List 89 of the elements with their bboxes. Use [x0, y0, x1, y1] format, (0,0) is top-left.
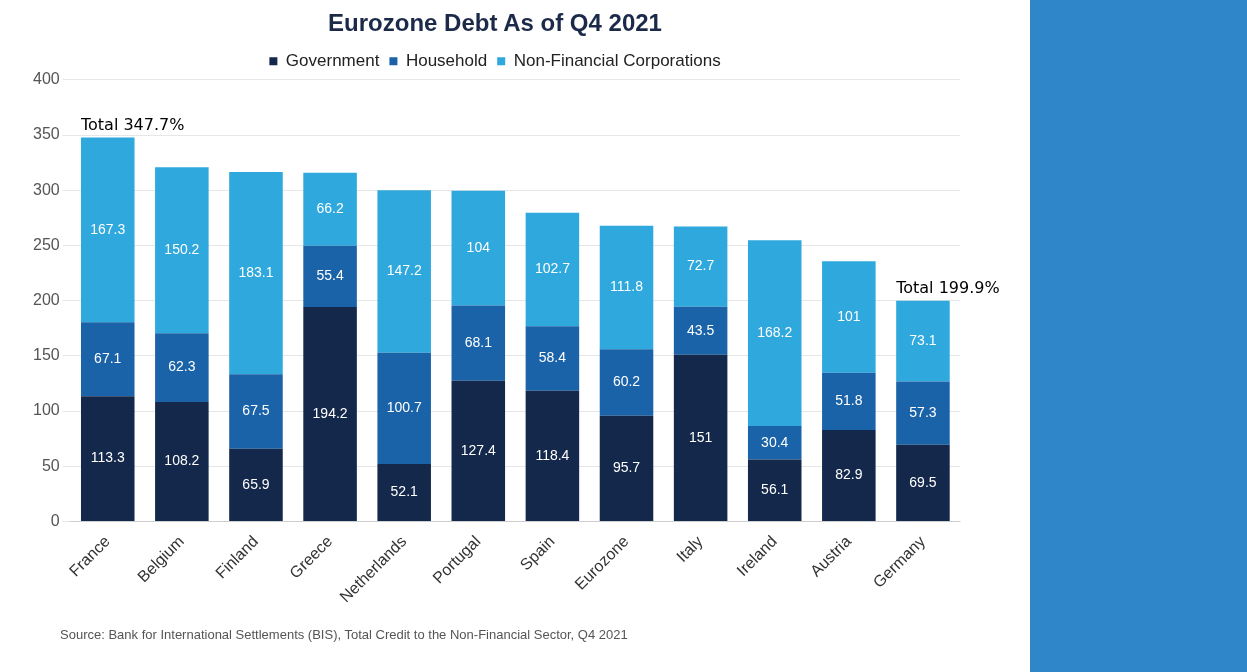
bar: [155, 401, 209, 521]
data-label: 68.1: [464, 334, 493, 351]
bar: [822, 429, 876, 521]
bar: [673, 226, 728, 307]
data-label: 58.4: [538, 349, 567, 366]
bar: [673, 354, 728, 521]
bar: [451, 190, 506, 306]
data-label: 167.3: [90, 220, 126, 237]
bar: [229, 374, 283, 449]
data-label: 183.1: [238, 263, 274, 280]
bar: [747, 240, 802, 426]
bar: [747, 459, 802, 521]
data-label: 150.2: [164, 241, 200, 258]
bar: [451, 380, 506, 521]
data-label: 67.1: [94, 350, 122, 367]
data-label: 147.2: [386, 262, 422, 279]
bar: [525, 326, 580, 391]
legend-label: Government: [285, 50, 380, 70]
bar: [451, 305, 506, 381]
bar: [377, 190, 431, 353]
legend-label: Household: [405, 50, 488, 70]
data-label: 51.8: [835, 392, 863, 409]
bar: [525, 212, 580, 327]
bar: [673, 306, 728, 355]
x-tick-label: Italy: [673, 532, 706, 566]
data-label: 118.4: [535, 446, 570, 463]
data-label: 30.4: [761, 433, 789, 450]
data-label: 101: [837, 307, 861, 324]
data-label: 100.7: [386, 399, 422, 416]
bar: [896, 444, 950, 521]
data-label: 73.1: [909, 331, 937, 348]
y-tick-label: 50: [41, 456, 60, 474]
bar: [822, 372, 876, 430]
data-label: 127.4: [460, 441, 497, 458]
data-label: 111.8: [610, 278, 644, 295]
bar: [747, 425, 802, 460]
data-label: 52.1: [390, 483, 419, 500]
data-label: 72.7: [686, 257, 715, 274]
bar: [229, 171, 283, 375]
data-label: 82.9: [835, 466, 863, 483]
data-label: 102.7: [534, 260, 571, 277]
y-tick-label: 400: [32, 70, 60, 88]
legend-label: Non-Financial Corporations: [513, 50, 721, 70]
bar: [896, 300, 950, 382]
bar: [80, 396, 135, 521]
data-label: 65.9: [242, 475, 270, 492]
data-label: 108.2: [164, 452, 200, 469]
bar: [599, 349, 654, 416]
y-tick-label: 350: [32, 125, 60, 143]
bar: [229, 448, 283, 521]
bar: [896, 381, 950, 445]
bar: [155, 167, 209, 334]
bar: [599, 225, 654, 350]
y-tick-label: 100: [32, 401, 60, 419]
bar: [303, 172, 357, 246]
bar: [599, 415, 654, 521]
bar: [80, 137, 135, 323]
annotation: Total 347.7%: [79, 114, 185, 134]
data-label: 43.5: [686, 321, 715, 338]
data-label: 95.7: [612, 459, 641, 476]
data-label: 151: [688, 428, 713, 445]
data-label: 57.3: [909, 403, 937, 420]
data-label: 168.2: [757, 323, 793, 340]
data-label: 67.5: [242, 402, 270, 419]
data-label: 113.3: [90, 449, 125, 466]
chart-title: Eurozone Debt As of Q4 2021: [328, 9, 662, 37]
data-label: 66.2: [316, 200, 344, 217]
bar: [525, 390, 580, 521]
data-label: 56.1: [761, 481, 789, 498]
annotation: Total 199.9%: [895, 277, 1000, 297]
data-label: 104: [466, 239, 491, 256]
y-tick-label: 250: [32, 235, 60, 253]
bar: [80, 322, 135, 397]
data-label: 194.2: [312, 404, 348, 421]
y-tick-label: 200: [32, 291, 60, 309]
bar: [377, 463, 431, 521]
bar: [303, 307, 357, 521]
data-label: 60.2: [612, 373, 641, 390]
bar: [377, 352, 431, 464]
bar: [303, 245, 357, 308]
data-label: 55.4: [316, 267, 344, 284]
source-note: Source: Bank for International Settlements (BIS), Total Credit to the Non-Financial Sector, Q4 2021: [60, 627, 628, 642]
bar: [822, 261, 876, 373]
y-tick-label: 0: [50, 511, 60, 529]
data-label: 62.3: [168, 358, 196, 375]
bar: [155, 333, 209, 402]
data-label: 69.5: [909, 473, 937, 490]
y-tick-label: 300: [32, 180, 60, 198]
y-tick-label: 150: [32, 346, 60, 364]
